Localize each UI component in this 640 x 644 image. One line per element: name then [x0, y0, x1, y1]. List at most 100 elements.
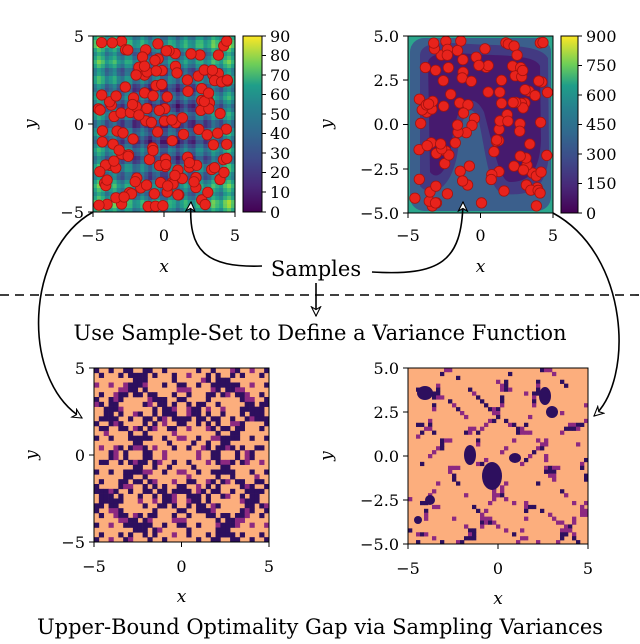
variance-cell [504, 528, 509, 533]
variance-cell [171, 488, 177, 494]
variance-cell [152, 372, 158, 378]
heatmap-cell [195, 192, 200, 197]
variance-cell [508, 387, 513, 392]
sample-point [495, 97, 508, 109]
heatmap-cell [211, 136, 216, 141]
heatmap-cell [219, 184, 224, 189]
variance-cell [230, 416, 236, 422]
heatmap-cell [195, 80, 200, 85]
heatmap-cell [112, 84, 118, 89]
variance-cell [176, 421, 182, 427]
heatmap-cell [167, 36, 173, 41]
variance-cell [215, 469, 221, 475]
variance-cell [137, 522, 143, 528]
variance-blob [414, 516, 422, 524]
heatmap-cell [104, 64, 110, 69]
heatmap-cell [164, 128, 169, 133]
colorbar-tick: 20 [270, 163, 290, 182]
heatmap-cell [171, 112, 177, 117]
heatmap-cell [191, 120, 196, 125]
variance-cell [196, 537, 202, 543]
y-tick: 2.5 [374, 71, 399, 90]
heatmap-cell [187, 148, 193, 153]
heatmap-cell [231, 196, 235, 201]
variance-cell [181, 484, 187, 490]
heatmap-cell [112, 172, 118, 177]
y-tick: −2.5 [360, 160, 399, 179]
heatmap-cell [100, 100, 106, 105]
heatmap-cell [108, 152, 114, 157]
variance-cell [147, 455, 153, 461]
heatmap-cell [112, 52, 118, 57]
heatmap-cell [215, 188, 220, 193]
variance-cell [123, 517, 129, 523]
heatmap-cell [108, 80, 114, 85]
heatmap-cell [231, 180, 235, 185]
heatmap-cell [112, 152, 118, 157]
heatmap-cell [223, 208, 228, 212]
heatmap-cell [124, 164, 129, 169]
heatmap-cell [104, 36, 110, 41]
variance-cell [210, 382, 216, 388]
heatmap-cell [93, 164, 98, 169]
heatmap-cell [120, 120, 125, 125]
heatmap-cell [124, 184, 129, 189]
variance-cell [225, 469, 231, 475]
x-tick: 5 [230, 226, 240, 245]
heatmap-cell [175, 36, 181, 41]
sample-point [96, 125, 109, 137]
heatmap-cell [140, 172, 145, 177]
heatmap-cell [108, 68, 114, 73]
sample-point [221, 152, 233, 164]
heatmap-cell [215, 152, 220, 157]
heatmap-cell [179, 92, 185, 97]
variance-cell [98, 513, 105, 519]
variance-cell [436, 391, 441, 396]
x-tick: −5 [82, 557, 106, 576]
heatmap-cell [199, 116, 204, 121]
variance-cell [205, 372, 211, 378]
variance-cell [205, 411, 211, 417]
heatmap-cell [219, 64, 224, 69]
heatmap-cell [112, 68, 118, 73]
heatmap-cell [96, 52, 102, 57]
variance-cell [215, 484, 221, 490]
heatmap-cell [152, 112, 157, 117]
sample-points [93, 36, 233, 212]
heatmap-cell [148, 80, 153, 85]
heatmap-cell [211, 200, 216, 205]
heatmap-cell [93, 180, 98, 185]
heatmap-cell [231, 184, 235, 189]
variance-cell [128, 484, 134, 490]
variance-cell [162, 488, 168, 494]
variance-cell [536, 391, 541, 396]
sample-point [110, 90, 122, 102]
heatmap-cell [116, 136, 122, 141]
heatmap-cell [93, 60, 98, 65]
variance-cell [234, 426, 241, 432]
y-axis-label: y [317, 451, 337, 462]
heatmap-cell [187, 100, 193, 105]
heatmap-cell [175, 160, 181, 165]
heatmap-cell [171, 152, 177, 157]
variance-cell [210, 455, 216, 461]
variance-cell [205, 459, 211, 465]
heatmap-cell [128, 88, 133, 93]
sample-point [153, 104, 165, 117]
heatmap-cell [227, 168, 232, 173]
heatmap-cell [167, 148, 173, 153]
variance-cell [142, 474, 148, 480]
variance-cell [147, 513, 153, 519]
heatmap-cell [164, 196, 169, 201]
variance-cell [424, 512, 429, 517]
heatmap-cell [223, 116, 228, 121]
y-tick: −5 [61, 533, 85, 552]
heatmap-cell [93, 160, 98, 165]
heatmap-cell [207, 60, 212, 65]
heatmap-cell [211, 96, 216, 101]
heatmap-cell [100, 148, 106, 153]
variance-cell [448, 438, 453, 443]
variance-cell [448, 368, 453, 373]
heatmap-cell [231, 152, 235, 157]
variance-cell [254, 416, 260, 422]
